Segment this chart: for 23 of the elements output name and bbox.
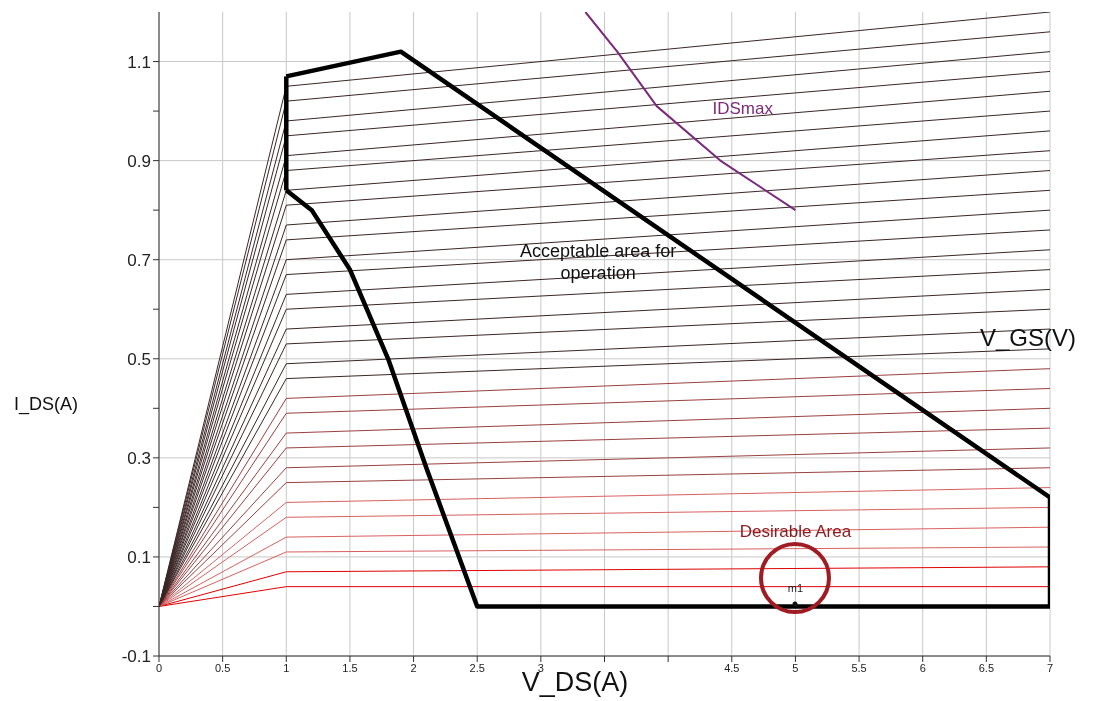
- x-tick-label: 6: [919, 661, 926, 674]
- y-tick-label: 1.1: [127, 52, 151, 72]
- x-tick-label: 4.5: [724, 661, 740, 674]
- x-tick-label: 7: [1046, 661, 1054, 674]
- x-tick-label: 0: [155, 661, 163, 674]
- x-tick-label: 2.5: [469, 661, 485, 674]
- x-tick-label: 2: [410, 661, 417, 674]
- annotation: Desirable Area: [738, 522, 853, 543]
- series-label: IDSmax: [712, 99, 773, 120]
- annotation: V_GS(V): [980, 324, 1077, 353]
- y-axis-title: I_DS(A): [14, 394, 79, 416]
- y-tick-label: 0.7: [127, 250, 151, 270]
- x-tick-label: 1.5: [342, 661, 358, 674]
- y-tick-label: 0.3: [127, 448, 151, 468]
- y-tick-label: 0.9: [127, 151, 151, 171]
- x-tick-label: 6.5: [978, 661, 995, 674]
- x-tick-label: 5.5: [851, 661, 867, 674]
- x-tick-label: 5: [792, 661, 799, 674]
- y-tick-label: -0.1: [121, 647, 151, 667]
- x-tick-label: 0.5: [214, 661, 231, 674]
- x-tick-label: 1: [283, 661, 290, 674]
- y-tick-label: 0.5: [127, 349, 151, 369]
- y-tick-label: 0.1: [127, 547, 151, 567]
